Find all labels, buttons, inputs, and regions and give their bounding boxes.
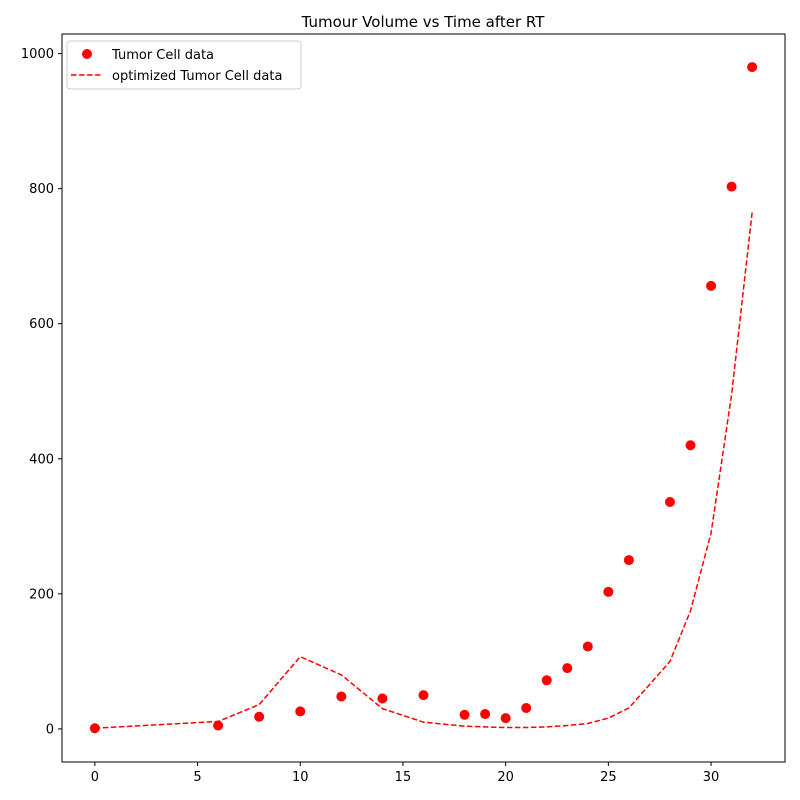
x-tick-label: 5: [193, 770, 201, 785]
x-tick-label: 30: [703, 770, 720, 785]
legend-label-optimized-tumor-cell-data: optimized Tumor Cell data: [112, 69, 282, 84]
y-tick-label: 200: [29, 587, 54, 602]
data-point-tumor-cell-data: [295, 706, 306, 717]
data-point-tumor-cell-data: [377, 693, 388, 704]
x-tick-label: 25: [600, 770, 617, 785]
x-tick-label: 10: [292, 770, 309, 785]
data-point-tumor-cell-data: [521, 702, 532, 713]
data-point-tumor-cell-data: [254, 711, 265, 722]
legend-box: [66, 40, 302, 90]
y-tick-label: 800: [29, 182, 54, 197]
data-point-tumor-cell-data: [685, 440, 696, 451]
data-point-tumor-cell-data: [336, 691, 347, 702]
y-tick-label: 400: [29, 452, 54, 467]
data-point-tumor-cell-data: [89, 723, 100, 734]
data-point-tumor-cell-data: [500, 713, 511, 724]
x-tick-label: 20: [497, 770, 514, 785]
series-line-optimized-tumor-cell-data: [94, 212, 753, 729]
data-point-tumor-cell-data: [603, 586, 614, 597]
data-point-tumor-cell-data: [541, 675, 552, 686]
x-tick-label: 15: [395, 770, 412, 785]
data-point-tumor-cell-data: [562, 663, 573, 674]
y-tick-label: 600: [29, 317, 54, 332]
data-point-tumor-cell-data: [623, 555, 634, 566]
y-tick-label: 1000: [21, 47, 54, 62]
data-point-tumor-cell-data: [582, 641, 593, 652]
plot-frame: [61, 33, 786, 763]
chart-title: Tumour Volume vs Time after RT: [301, 13, 546, 31]
data-point-tumor-cell-data: [459, 709, 470, 720]
data-point-tumor-cell-data: [747, 62, 758, 73]
y-tick-label: 0: [46, 722, 54, 737]
legend: Tumor Cell data optimized Tumor Cell dat…: [66, 40, 302, 90]
legend-marker-tumor-cell-data: [82, 49, 92, 59]
data-point-tumor-cell-data: [418, 690, 429, 701]
data-point-tumor-cell-data: [726, 181, 737, 192]
data-point-tumor-cell-data: [480, 709, 491, 720]
data-point-tumor-cell-data: [706, 280, 717, 291]
data-point-tumor-cell-data: [213, 720, 224, 731]
legend-label-tumor-cell-data: Tumor Cell data: [111, 48, 214, 63]
x-tick-label: 0: [91, 770, 99, 785]
data-point-tumor-cell-data: [664, 497, 675, 507]
